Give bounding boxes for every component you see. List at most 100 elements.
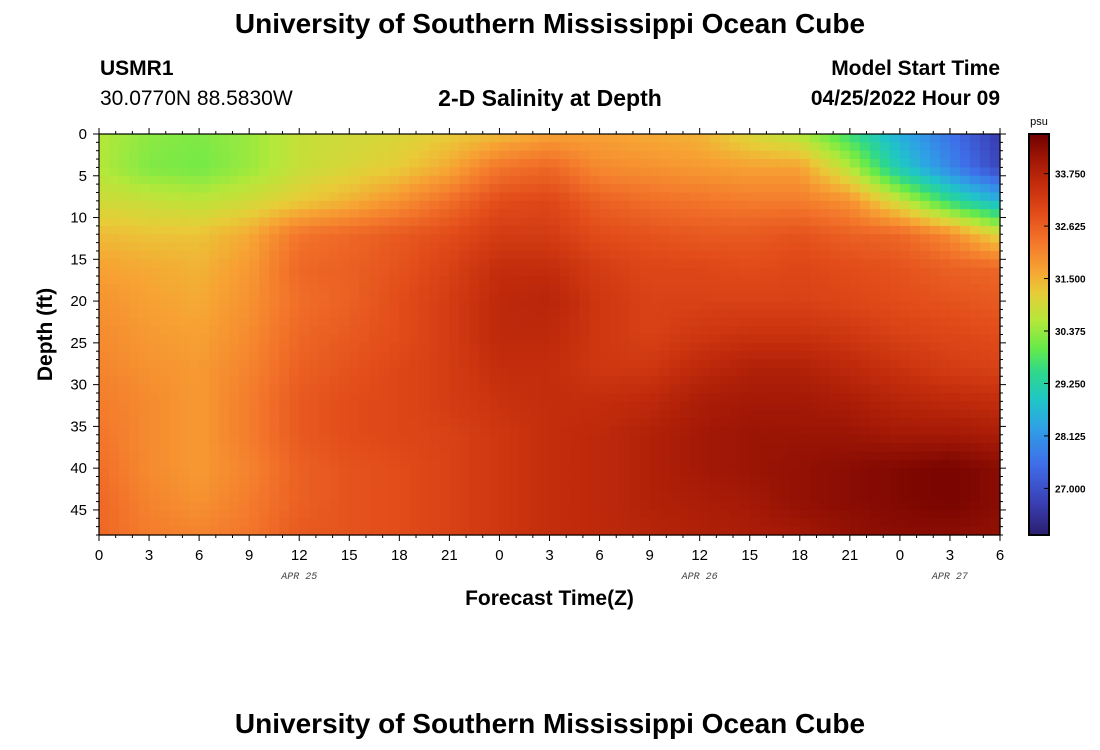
heatmap-cell xyxy=(769,184,781,194)
heatmap-cell xyxy=(619,192,631,202)
heatmap-cell xyxy=(429,250,440,260)
heatmap-cell xyxy=(639,401,651,411)
heatmap-cell xyxy=(169,334,180,344)
heatmap-cell xyxy=(179,242,190,252)
heatmap-cell xyxy=(889,192,901,202)
heatmap-cell xyxy=(599,451,611,461)
heatmap-cell xyxy=(219,167,230,177)
heatmap-cell xyxy=(669,409,681,419)
heatmap-cell xyxy=(679,326,691,336)
heatmap-cell xyxy=(469,476,481,486)
heatmap-cell xyxy=(319,367,330,377)
heatmap-cell xyxy=(749,434,761,444)
heatmap-cell xyxy=(309,451,320,461)
heatmap-cell xyxy=(129,418,140,427)
heatmap-cell xyxy=(409,150,420,160)
heatmap-cell xyxy=(369,242,380,252)
heatmap-cell xyxy=(759,200,771,210)
heatmap-cell xyxy=(529,142,541,152)
heatmap-cell xyxy=(409,292,420,302)
heatmap-cell xyxy=(839,392,851,402)
heatmap-cell xyxy=(639,225,651,235)
heatmap-cell xyxy=(989,409,1001,419)
heatmap-cell xyxy=(209,384,220,394)
heatmap-cell xyxy=(349,401,360,411)
heatmap-cell xyxy=(379,443,390,453)
heatmap-cell xyxy=(929,301,941,311)
heatmap-cell xyxy=(399,468,410,478)
heatmap-cell xyxy=(379,484,390,494)
heatmap-cell xyxy=(109,326,120,336)
heatmap-cell xyxy=(559,259,571,269)
heatmap-cell xyxy=(819,376,831,386)
heatmap-cell xyxy=(109,434,120,444)
heatmap-cell xyxy=(139,192,150,202)
heatmap-cell xyxy=(799,234,811,244)
heatmap-cell xyxy=(319,518,330,528)
colorbar-unit-label: psu xyxy=(1030,116,1048,128)
heatmap-cell xyxy=(799,426,811,436)
heatmap-cell xyxy=(689,476,701,486)
heatmap-cell xyxy=(149,159,160,169)
heatmap-cell xyxy=(469,351,481,361)
heatmap-cell xyxy=(839,409,851,419)
x-tick-label: 9 xyxy=(645,547,653,564)
heatmap-cell xyxy=(879,459,891,469)
heatmap-cell xyxy=(899,159,911,169)
heatmap-cell xyxy=(399,384,410,394)
heatmap-cell xyxy=(99,484,110,494)
heatmap-cell xyxy=(909,142,921,152)
heatmap-cell xyxy=(929,434,941,444)
heatmap-cell xyxy=(659,267,671,277)
heatmap-cell xyxy=(539,501,551,511)
heatmap-cell xyxy=(209,392,220,402)
heatmap-cell xyxy=(229,309,240,319)
heatmap-cell xyxy=(489,284,501,294)
heatmap-cell xyxy=(939,526,951,536)
heatmap-cell xyxy=(349,459,360,469)
heatmap-cell xyxy=(239,209,250,219)
heatmap-cell xyxy=(369,418,380,427)
heatmap-cell xyxy=(639,518,651,528)
heatmap-cell xyxy=(469,501,481,511)
heatmap-cell xyxy=(599,142,611,152)
heatmap-cell xyxy=(199,301,210,311)
heatmap-cell xyxy=(309,459,320,469)
heatmap-cell xyxy=(469,493,481,503)
heatmap-cell xyxy=(569,292,581,302)
heatmap-cell xyxy=(459,359,471,369)
heatmap-cell xyxy=(409,509,420,519)
heatmap-cell xyxy=(199,250,210,260)
heatmap-cell xyxy=(589,326,601,336)
heatmap-cell xyxy=(909,409,921,419)
heatmap-cell xyxy=(949,476,961,486)
heatmap-cell xyxy=(729,142,741,152)
heatmap-cell xyxy=(229,159,240,169)
heatmap-cell xyxy=(949,159,961,169)
heatmap-cell xyxy=(479,359,491,369)
heatmap-cell xyxy=(819,451,831,461)
heatmap-cell xyxy=(889,242,901,252)
heatmap-cell xyxy=(559,192,571,202)
heatmap-cell xyxy=(309,142,320,152)
colorbar-tick-label: 33.750 xyxy=(1055,170,1086,181)
heatmap-cell xyxy=(689,159,701,169)
heatmap-cell xyxy=(289,159,300,169)
heatmap-cell xyxy=(329,409,340,419)
heatmap-cell xyxy=(779,501,791,511)
heatmap-cell xyxy=(719,426,731,436)
heatmap-cell xyxy=(969,526,981,536)
heatmap-cell xyxy=(559,292,571,302)
heatmap-cell xyxy=(939,443,951,453)
heatmap-cell xyxy=(759,493,771,503)
heatmap-cell xyxy=(249,501,260,511)
heatmap-cell xyxy=(99,175,110,185)
heatmap-cell xyxy=(989,401,1001,411)
heatmap-cell xyxy=(979,359,991,369)
heatmap-cell xyxy=(239,351,250,361)
heatmap-cell xyxy=(589,209,601,219)
heatmap-cell xyxy=(769,392,781,402)
heatmap-cell xyxy=(199,518,210,528)
heatmap-cell xyxy=(609,192,621,202)
heatmap-cell xyxy=(379,351,390,361)
